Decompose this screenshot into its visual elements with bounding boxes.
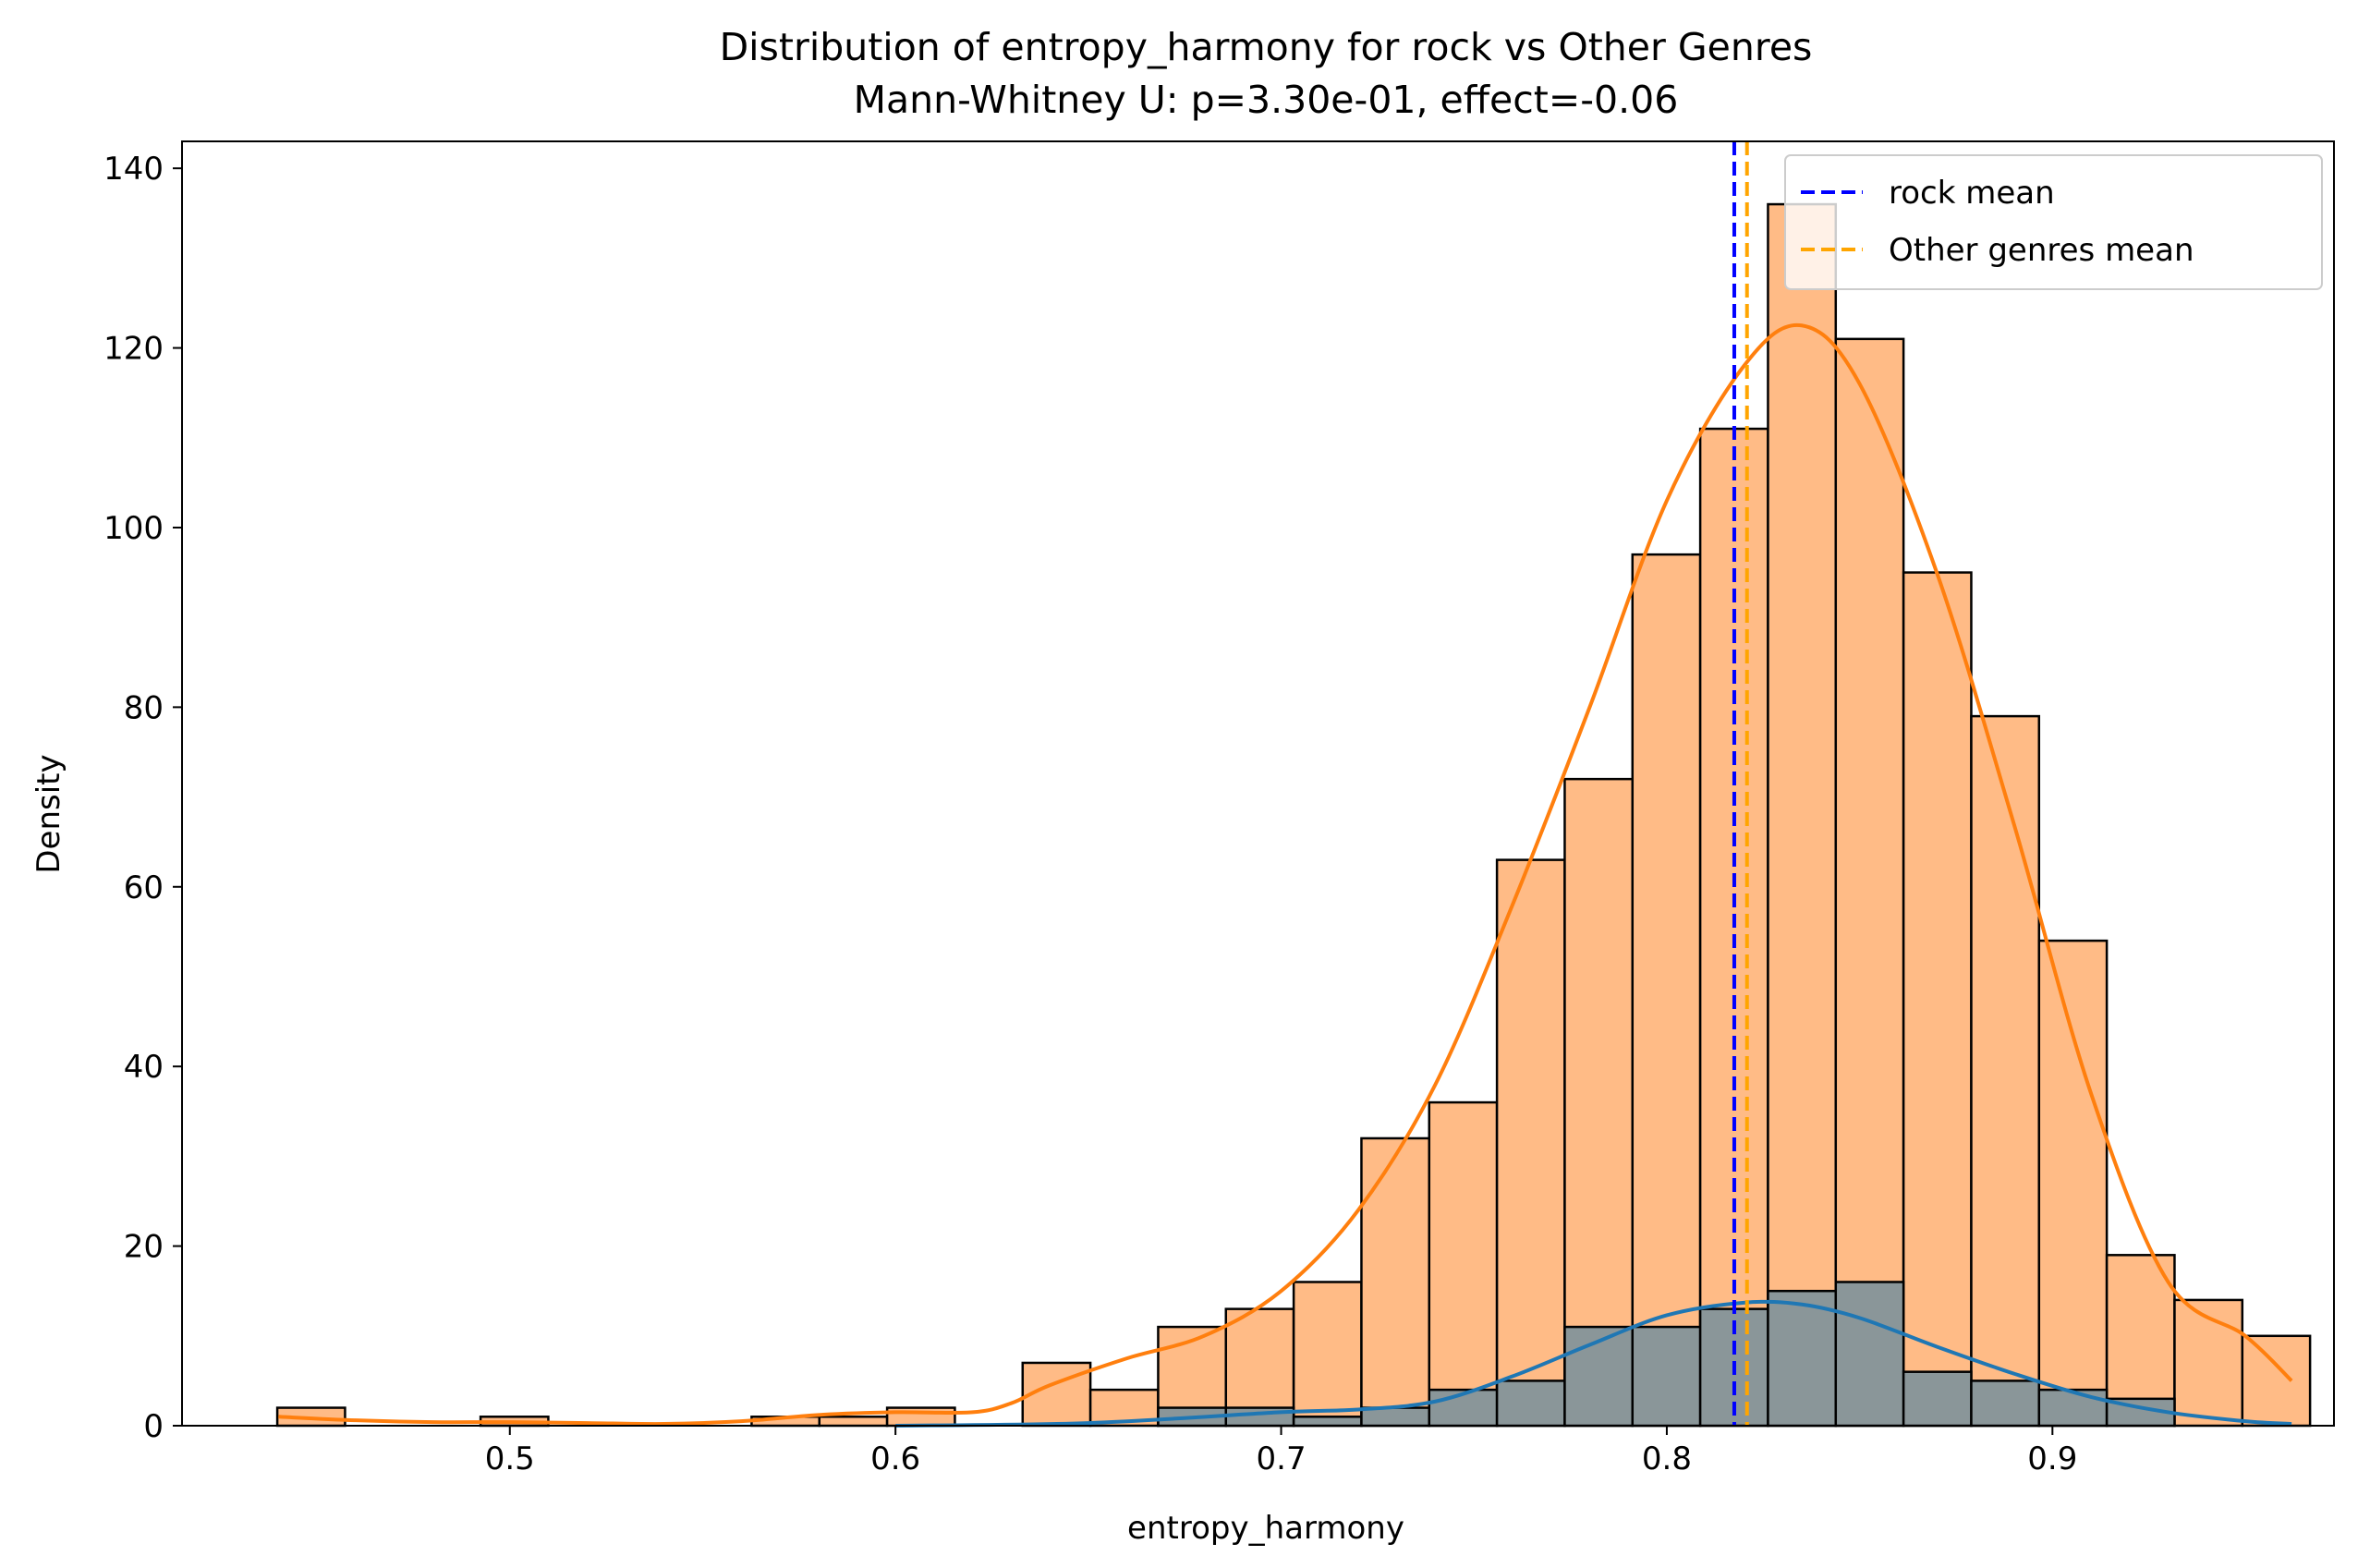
kde-curve-rock — [895, 1299, 2292, 1428]
axis-ticks: 0.5 0.6 0.7 0.8 0.9 0 20 40 60 80 100 120 140 — [103, 151, 2077, 1477]
x-tick-label: 0.5 — [485, 1440, 535, 1477]
histogram-bar — [1495, 1380, 1566, 1428]
histogram-bar — [1902, 1370, 1973, 1428]
legend-label: rock mean — [1889, 175, 2055, 212]
x-tick-label: 0.7 — [1257, 1440, 1307, 1477]
histogram-bar — [1767, 202, 1838, 1428]
histogram-bar — [1767, 1289, 1838, 1428]
histogram-bar — [1495, 858, 1566, 1428]
y-tick-label: 40 — [124, 1049, 164, 1086]
y-tick-label: 120 — [103, 331, 164, 368]
histogram-bar — [2241, 1334, 2312, 1428]
histogram-bar — [1428, 1388, 1499, 1428]
y-tick-label: 140 — [103, 151, 164, 188]
legend-label: Other genres mean — [1889, 232, 2194, 269]
chart-subtitle: Mann-Whitney U: p=3.30e-01, effect=-0.06 — [854, 78, 1679, 122]
y-tick-label: 0 — [143, 1408, 164, 1445]
histogram-bar — [1292, 1281, 1363, 1428]
chart-title: Distribution of entropy_harmony for rock… — [720, 25, 1813, 69]
x-tick-label: 0.8 — [1642, 1440, 1692, 1477]
histogram-bar — [1292, 1416, 1363, 1428]
legend-box — [1784, 154, 2323, 290]
series-rock-bars — [1157, 1281, 2176, 1428]
histogram-bar — [1834, 337, 1905, 1428]
axes-frame — [181, 140, 2335, 1427]
kde-curve-other-genres — [278, 322, 2293, 1427]
histogram-bar — [1970, 1380, 2041, 1428]
histogram-bar — [1360, 1136, 1431, 1428]
histogram-bar — [1631, 553, 1702, 1428]
histogram-bar — [1631, 1325, 1702, 1428]
histogram-bar — [1428, 1100, 1499, 1428]
plot-area — [181, 140, 2335, 1428]
histogram-bar — [1834, 1281, 1905, 1428]
y-tick-label: 20 — [124, 1229, 164, 1266]
y-tick-label: 60 — [124, 869, 164, 906]
x-tick-label: 0.9 — [2027, 1440, 2077, 1477]
y-axis-label: Density — [30, 754, 67, 873]
y-tick-label: 100 — [103, 510, 164, 547]
histogram-bar — [1902, 571, 1973, 1428]
histogram-bar — [2037, 1388, 2109, 1428]
x-tick-label: 0.6 — [870, 1440, 920, 1477]
x-axis-label: entropy_harmony — [1127, 1510, 1404, 1547]
histogram-bar — [818, 1416, 889, 1428]
histogram-bar — [2037, 939, 2109, 1428]
histogram-bar — [1970, 714, 2041, 1428]
y-tick-label: 80 — [124, 689, 164, 726]
legend: rock mean Other genres mean — [1784, 154, 2323, 290]
